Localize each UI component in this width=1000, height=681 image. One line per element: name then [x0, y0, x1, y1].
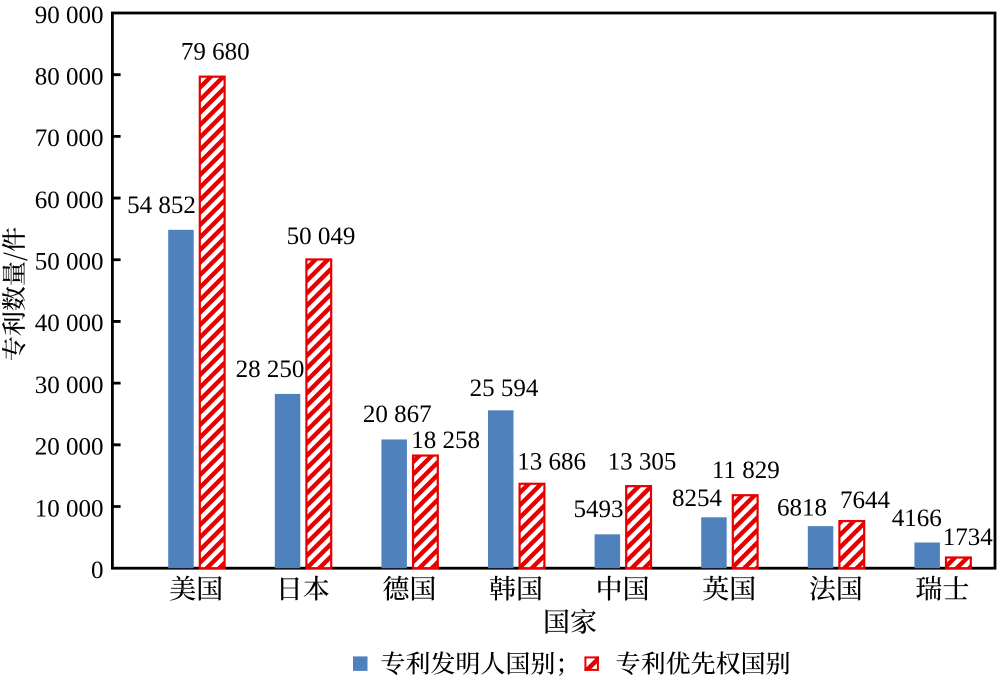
- svg-text:13 686: 13 686: [517, 449, 586, 476]
- svg-text:8254: 8254: [672, 485, 723, 512]
- svg-text:50 049: 50 049: [287, 223, 356, 250]
- svg-text:30 000: 30 000: [35, 372, 104, 399]
- svg-text:13 305: 13 305: [608, 449, 677, 476]
- svg-text:1734: 1734: [943, 524, 994, 551]
- svg-text:90 000: 90 000: [35, 2, 104, 29]
- svg-text:20 000: 20 000: [35, 434, 104, 461]
- svg-text:25 594: 25 594: [470, 375, 539, 402]
- svg-text:20 867: 20 867: [363, 401, 432, 428]
- svg-text:11 829: 11 829: [712, 457, 780, 484]
- svg-text:6818: 6818: [777, 495, 827, 522]
- svg-text:70 000: 70 000: [35, 125, 104, 152]
- svg-text:7644: 7644: [840, 487, 891, 514]
- svg-text:50 000: 50 000: [35, 249, 104, 276]
- svg-text:54 852: 54 852: [127, 192, 196, 219]
- svg-text:18 258: 18 258: [411, 427, 480, 454]
- svg-text:10 000: 10 000: [35, 495, 104, 522]
- svg-text:80 000: 80 000: [35, 64, 104, 91]
- svg-text:0: 0: [91, 557, 104, 584]
- svg-text:28 250: 28 250: [236, 356, 305, 383]
- svg-text:40 000: 40 000: [35, 310, 104, 337]
- svg-text:5493: 5493: [574, 496, 624, 523]
- svg-text:79 680: 79 680: [181, 39, 250, 66]
- svg-text:4166: 4166: [892, 505, 942, 532]
- svg-text:60 000: 60 000: [35, 187, 104, 214]
